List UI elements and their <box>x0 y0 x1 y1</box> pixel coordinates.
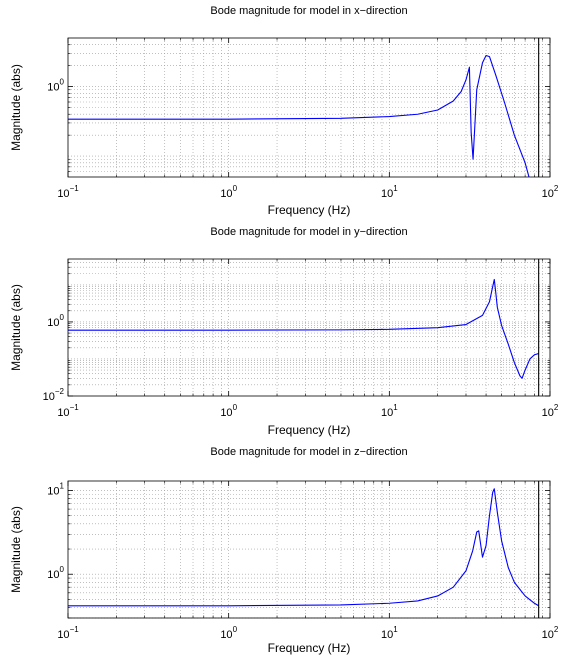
x-tick-label-base: 10 <box>542 629 554 641</box>
grid <box>68 259 550 396</box>
x-axis-label: Frequency (Hz) <box>268 203 351 217</box>
x-tick-label-base: 10 <box>542 407 554 419</box>
x-tick-label: 101 <box>381 184 398 200</box>
y-tick-label-base: 10 <box>47 486 59 498</box>
plot-frame <box>67 37 551 178</box>
chart-title: Bode magnitude for model in z−direction <box>210 446 407 458</box>
x-tick-label-exponent: 2 <box>554 403 559 412</box>
x-tick-label-exponent: 2 <box>554 625 559 634</box>
x-tick-label: 102 <box>542 184 559 200</box>
x-tick-label: 10−1 <box>57 184 79 200</box>
x-tick-label-exponent: 0 <box>233 403 238 412</box>
x-tick-label-base: 10 <box>220 407 232 419</box>
y-tick-label-exponent: −2 <box>55 387 65 396</box>
x-tick-label-base: 10 <box>542 188 554 200</box>
x-tick-label-exponent: 1 <box>393 184 398 193</box>
x-tick-label-base: 10 <box>381 188 393 200</box>
plot-frame <box>67 480 551 619</box>
y-tick-label: 101 <box>47 482 64 498</box>
minor-ticks <box>68 481 550 619</box>
x-tick-label-exponent: 0 <box>233 184 238 193</box>
series-line <box>68 54 530 177</box>
y-tick-label: 100 <box>47 565 64 581</box>
x-tick-label: 10−1 <box>57 403 79 419</box>
x-tick-label: 100 <box>220 625 237 641</box>
x-axis-label: Frequency (Hz) <box>268 641 351 655</box>
x-tick-label-base: 10 <box>381 407 393 419</box>
x-tick-label-base: 10 <box>220 629 232 641</box>
x-tick-label: 102 <box>542 403 559 419</box>
chart-title: Bode magnitude for model in x−direction <box>210 5 407 17</box>
y-axis-label: Magnitude (abs) <box>9 506 23 593</box>
x-tick-label-exponent: −1 <box>70 184 80 193</box>
x-tick-label-base: 10 <box>57 188 69 200</box>
x-tick-label-base: 10 <box>57 629 69 641</box>
y-tick-label: 100 <box>47 78 64 94</box>
chart-title: Bode magnitude for model in y−direction <box>210 226 407 238</box>
x-tick-label: 101 <box>381 625 398 641</box>
x-tick-label-base: 10 <box>220 188 232 200</box>
x-tick-label: 100 <box>220 403 237 419</box>
x-tick-label-exponent: −1 <box>70 403 80 412</box>
x-tick-label-exponent: −1 <box>70 625 80 634</box>
x-tick-label-exponent: 1 <box>393 403 398 412</box>
grid <box>68 38 550 177</box>
y-tick-label-base: 10 <box>47 82 59 94</box>
y-tick-label-exponent: 1 <box>60 482 65 491</box>
minor-ticks <box>68 259 550 396</box>
y-axis-label: Magnitude (abs) <box>9 64 23 151</box>
x-tick-label-base: 10 <box>57 407 69 419</box>
x-tick-label: 102 <box>542 625 559 641</box>
y-tick-label-base: 10 <box>47 569 59 581</box>
x-tick-label-exponent: 1 <box>393 625 398 634</box>
x-tick-label-exponent: 2 <box>554 184 559 193</box>
x-tick-label: 100 <box>220 184 237 200</box>
plot-frame <box>67 258 551 397</box>
y-tick-label-base: 10 <box>43 391 55 403</box>
y-tick-label: 10−2 <box>43 387 65 403</box>
series-line <box>68 488 539 607</box>
x-tick-label-base: 10 <box>381 629 393 641</box>
y-tick-label-base: 10 <box>47 317 59 329</box>
x-tick-label: 101 <box>381 403 398 419</box>
y-axis-label: Magnitude (abs) <box>9 284 23 371</box>
x-tick-label: 10−1 <box>57 625 79 641</box>
x-tick-label-exponent: 0 <box>233 625 238 634</box>
y-tick-label: 100 <box>47 313 64 329</box>
minor-ticks <box>68 38 550 177</box>
y-tick-label-exponent: 0 <box>60 313 65 322</box>
y-tick-label-exponent: 0 <box>60 565 65 574</box>
y-tick-label-exponent: 0 <box>60 78 65 87</box>
x-axis-label: Frequency (Hz) <box>268 423 351 437</box>
grid <box>68 481 550 619</box>
series-line <box>68 278 539 379</box>
